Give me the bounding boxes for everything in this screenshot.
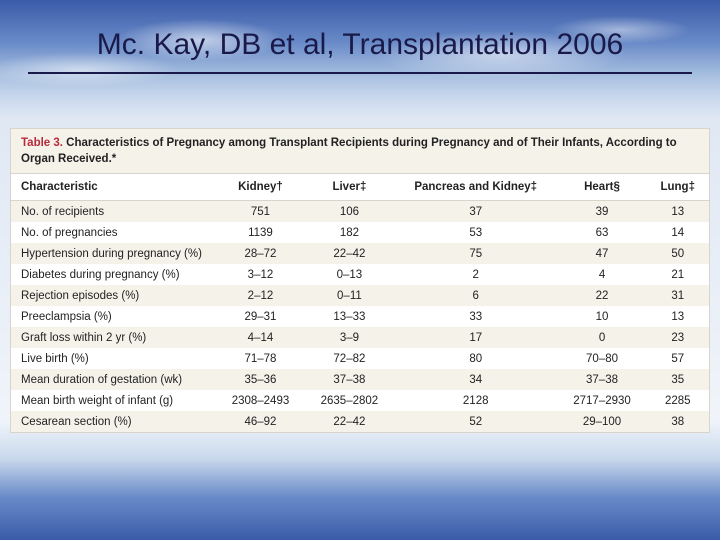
table-row: Rejection episodes (%)2–120–1162231: [11, 285, 709, 306]
table-3-container: Table 3. Characteristics of Pregnancy am…: [10, 128, 710, 433]
table-caption-label: Table 3.: [21, 137, 63, 149]
col-lung: Lung‡: [646, 174, 709, 201]
table-header-row: Characteristic Kidney† Liver‡ Pancreas a…: [11, 174, 709, 201]
table-row: Hypertension during pregnancy (%)28–7222…: [11, 243, 709, 264]
table-row: Live birth (%)71–7872–828070–8057: [11, 348, 709, 369]
characteristics-table: Characteristic Kidney† Liver‡ Pancreas a…: [11, 174, 709, 432]
table-row: Graft loss within 2 yr (%)4–143–917023: [11, 327, 709, 348]
table-caption: Table 3. Characteristics of Pregnancy am…: [11, 129, 709, 174]
col-kidney: Kidney†: [216, 174, 305, 201]
table-row: No. of recipients751106373913: [11, 201, 709, 223]
col-heart: Heart§: [558, 174, 647, 201]
table-body: No. of recipients751106373913 No. of pre…: [11, 201, 709, 433]
table-row: Diabetes during pregnancy (%)3–120–13242…: [11, 264, 709, 285]
col-pancreas: Pancreas and Kidney‡: [394, 174, 558, 201]
col-characteristic: Characteristic: [11, 174, 216, 201]
table-row: No. of pregnancies1139182536314: [11, 222, 709, 243]
table-row: Mean duration of gestation (wk)35–3637–3…: [11, 369, 709, 390]
table-row: Cesarean section (%)46–9222–425229–10038: [11, 411, 709, 432]
table-row: Mean birth weight of infant (g)2308–2493…: [11, 390, 709, 411]
table-row: Preeclampsia (%)29–3113–33331013: [11, 306, 709, 327]
col-liver: Liver‡: [305, 174, 394, 201]
slide-title: Mc. Kay, DB et al, Transplantation 2006: [28, 28, 692, 74]
table-caption-text: Characteristics of Pregnancy among Trans…: [21, 137, 677, 165]
